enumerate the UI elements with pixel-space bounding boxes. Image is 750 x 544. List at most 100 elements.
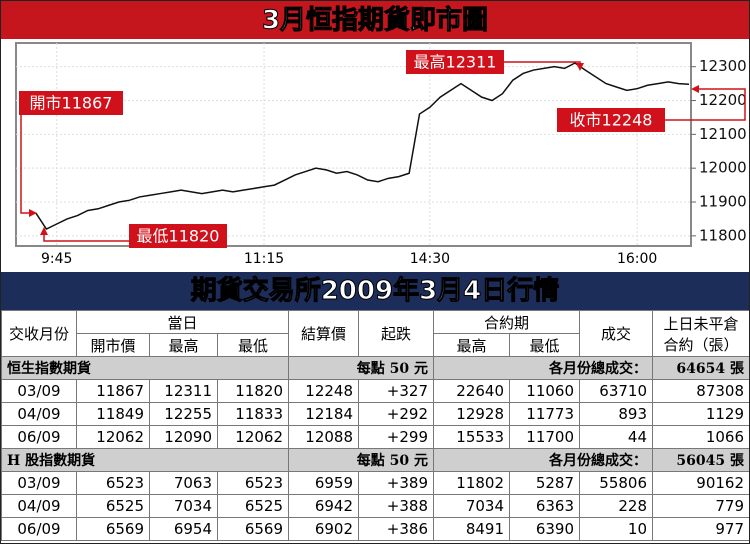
header-line: 上日未平倉 xyxy=(663,314,739,333)
plot-frame xyxy=(15,42,692,247)
y-tick-label: 11900 xyxy=(699,193,747,211)
cell: 11867 xyxy=(76,379,150,403)
data-row: 06/09 6569 6954 6569 6902 +386 8491 6390 10 977 xyxy=(1,517,749,541)
section-unit: 每點 50 元 xyxy=(288,356,434,380)
annotation-arrow xyxy=(43,234,129,242)
section-name: 恒生指數期貨 xyxy=(1,356,289,380)
header-cell: 上日未平倉 合約（張） xyxy=(652,310,749,357)
cell: 44 xyxy=(579,425,654,449)
cell: +299 xyxy=(358,425,434,449)
cell: 11773 xyxy=(508,402,581,426)
cell: 12248 xyxy=(288,379,359,403)
cell: 7034 xyxy=(149,494,218,518)
cell: 1066 xyxy=(652,425,749,449)
y-tick-label: 11800 xyxy=(699,226,747,244)
data-row: 03/09 11867 12311 11820 12248 +327 22640 11060 6… xyxy=(1,379,749,403)
cell: 12184 xyxy=(288,402,359,426)
cell: 7063 xyxy=(149,471,218,495)
cell: 11802 xyxy=(433,471,510,495)
x-tick-label: 11:15 xyxy=(244,251,284,267)
header-cell: 合約期 xyxy=(432,310,581,334)
cell: 11700 xyxy=(508,425,581,449)
cell: 12255 xyxy=(149,402,218,426)
header-cell: 結算價 xyxy=(288,310,359,357)
cell: 15533 xyxy=(433,425,510,449)
cell: +388 xyxy=(358,494,434,518)
table-title: 期貨交易所2009年3月4日行情 xyxy=(1,272,749,310)
cell: 11833 xyxy=(217,402,289,426)
chart-title: 3月恒指期貨即市圖 xyxy=(262,5,488,36)
section-total: 56045 張 xyxy=(652,448,749,472)
section-total-label: 各月份總成交： xyxy=(432,448,654,472)
cell: 63710 xyxy=(579,379,654,403)
annotation-box xyxy=(557,108,665,132)
title-bar xyxy=(1,1,749,39)
cell: 5287 xyxy=(508,471,581,495)
cell: +386 xyxy=(358,517,434,541)
cell: 55806 xyxy=(579,471,654,495)
annotation: 最低11820 xyxy=(137,227,220,246)
cell: 228 xyxy=(579,494,654,518)
cell: 06/09 xyxy=(1,517,77,541)
section-name: H 股指數期貨 xyxy=(1,448,289,472)
cell: 22640 xyxy=(433,379,510,403)
header-cell: 當日 xyxy=(76,310,289,334)
cell: 7034 xyxy=(433,494,510,518)
header-cell: 最高 xyxy=(433,333,510,357)
cell: 03/09 xyxy=(1,471,77,495)
cell: 12062 xyxy=(217,425,289,449)
x-tick-label: 9:45 xyxy=(41,251,72,267)
y-tick-label: 12000 xyxy=(699,159,747,177)
annotation-arrow xyxy=(665,88,746,121)
section-total-label: 各月份總成交： xyxy=(432,356,654,380)
header-cell: 交收月份 xyxy=(1,310,77,357)
data-row: 03/09 6523 7063 6523 6959 +389 11802 5287 55806 9… xyxy=(1,471,749,495)
header-cell: 成交 xyxy=(579,310,654,357)
header-row: 交收月份 當日 結算價 起跌 合約期 成交 上日未平倉 合約（張） xyxy=(1,310,749,357)
cell: 10 xyxy=(579,517,654,541)
cell: 6390 xyxy=(508,517,581,541)
cell: 6523 xyxy=(217,471,289,495)
data-row: 04/09 6525 7034 6525 6942 +388 7034 6363 228 779 xyxy=(1,494,749,518)
cell: 779 xyxy=(652,494,749,518)
section-row: 恒生指數期貨 每點 50 元各月份總成交： 64654 張 xyxy=(1,356,749,380)
cell: 12062 xyxy=(76,425,150,449)
cell: 11849 xyxy=(76,402,150,426)
data-row: 04/09 11849 12255 11833 12184 +292 12928 11773 8… xyxy=(1,402,749,426)
data-row: 06/09 12062 12090 12062 12088 +299 15533 11700 4… xyxy=(1,425,749,449)
cell: 12090 xyxy=(149,425,218,449)
cell: +292 xyxy=(358,402,434,426)
cell: 6363 xyxy=(508,494,581,518)
y-tick-label: 12100 xyxy=(699,125,747,143)
cell: 893 xyxy=(579,402,654,426)
cell: 977 xyxy=(652,517,749,541)
cell: 12311 xyxy=(149,379,218,403)
section-row: H 股指數期貨 每點 50 元各月份總成交： 56045 張 xyxy=(1,448,749,472)
cell: 12928 xyxy=(433,402,510,426)
cell: 8491 xyxy=(433,517,510,541)
cell: 6569 xyxy=(217,517,289,541)
chart: 3月恒指期貨即市圖 11800 11900 12000 12100 12200 12300… xyxy=(1,1,749,267)
cell: 11820 xyxy=(217,379,289,403)
header-cell: 最高 xyxy=(149,333,218,357)
cell: 04/09 xyxy=(1,402,77,426)
annotation: 最高12311 xyxy=(414,53,497,72)
cell: 11060 xyxy=(508,379,581,403)
x-tick-label: 14:30 xyxy=(410,251,450,267)
cell: 6902 xyxy=(288,517,359,541)
annotation-box xyxy=(19,91,123,115)
cell: 6954 xyxy=(149,517,218,541)
cell: 6525 xyxy=(76,494,150,518)
quote-table: 交收月份 當日 結算價 起跌 合約期 成交 上日未平倉 合約（張） 開市價 最高 最低 最高 最低 恒生指… xyxy=(1,310,749,541)
cell: 87308 xyxy=(652,379,749,403)
header-cell: 最低 xyxy=(217,333,289,357)
cell: 12088 xyxy=(288,425,359,449)
annotation-box xyxy=(406,50,504,74)
cell: 6523 xyxy=(76,471,150,495)
arrow-head xyxy=(29,209,37,217)
section-unit: 每點 50 元 xyxy=(288,448,434,472)
cell: 6569 xyxy=(76,517,150,541)
x-tick-label: 16:00 xyxy=(617,251,657,267)
cell: 6942 xyxy=(288,494,359,518)
